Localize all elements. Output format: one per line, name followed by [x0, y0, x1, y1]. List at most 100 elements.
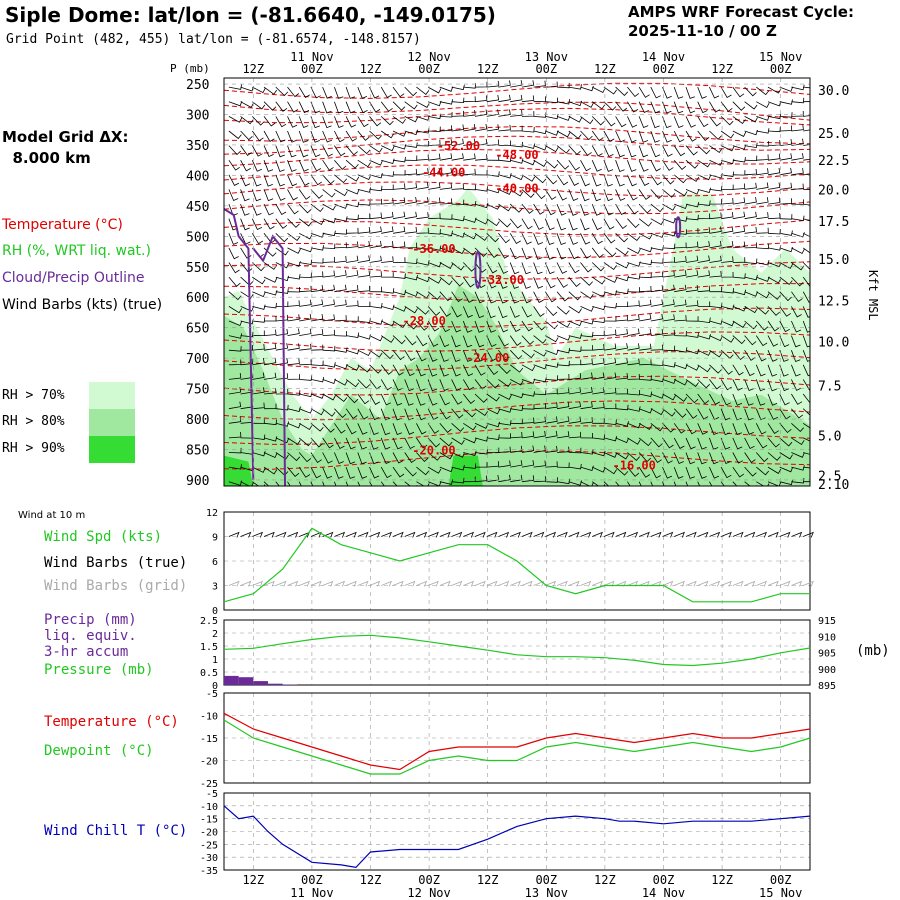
wind-barb-grid — [252, 580, 264, 587]
wind-barb — [322, 101, 332, 114]
top-time-tick-8: 12Z — [711, 62, 733, 76]
wind-barb — [498, 320, 509, 333]
wind-barb — [357, 130, 370, 141]
wind-barb — [369, 349, 383, 358]
wind-barb — [662, 378, 676, 384]
wind-barb — [521, 306, 533, 318]
chill-ytick-1: -10 — [200, 802, 218, 813]
wind-barb — [638, 160, 649, 172]
precip-ytick-1: 0.5 — [200, 668, 218, 679]
wind-barb — [744, 320, 758, 330]
wind-barb — [287, 101, 299, 113]
wind-barb — [521, 143, 536, 149]
wind-barb — [474, 138, 488, 146]
wind-barb-true — [381, 531, 392, 538]
temp-contour-5 — [224, 148, 810, 167]
wind-barb — [451, 199, 465, 206]
wind-barb-grid — [685, 580, 697, 587]
top-time-tick-9: 00Z — [770, 62, 792, 76]
wind-barb — [404, 437, 415, 450]
wind-barb — [650, 245, 664, 251]
wind-barb — [627, 406, 641, 412]
wind-barb — [803, 189, 810, 190]
wind-barb — [744, 393, 754, 406]
pressure-tick-250: 250 — [186, 78, 209, 93]
wind-barb — [791, 153, 804, 161]
wind-barb — [369, 335, 383, 342]
wind-barb — [451, 247, 465, 255]
wind-barb — [381, 288, 395, 294]
wind-barb — [404, 226, 418, 234]
wind-barb — [744, 274, 758, 281]
wind-barb — [392, 466, 405, 478]
wind-barb-true — [662, 531, 674, 538]
wind-barb — [334, 256, 347, 263]
wind-barb — [744, 129, 758, 136]
wind-barb — [462, 291, 474, 303]
wind-barb — [287, 160, 297, 172]
wind-barb — [287, 274, 301, 280]
wind-barb-true — [791, 531, 803, 538]
wind-barb — [474, 379, 487, 390]
wind-barb — [498, 393, 512, 400]
wind-barb — [591, 247, 604, 258]
wind-barb — [767, 364, 778, 377]
wind-barb — [802, 262, 810, 271]
wind-barb — [791, 124, 804, 132]
legend-rh90-swatch — [89, 436, 135, 463]
wind-barb — [545, 335, 559, 343]
wind-barb-true — [345, 531, 357, 538]
wind-barb — [334, 229, 348, 235]
wind-barb — [310, 285, 324, 293]
wind-barb — [357, 101, 368, 114]
wind-barb — [674, 299, 687, 307]
wind-barb — [592, 344, 605, 351]
wind-barb — [299, 272, 312, 279]
bottom-day-label-3: 14 Nov — [642, 886, 685, 900]
wind-barb — [345, 189, 360, 195]
wind-barb — [416, 260, 430, 266]
wind-barb — [427, 364, 438, 377]
wind-barb — [709, 452, 719, 465]
wind-barb — [263, 218, 275, 230]
wind-barb — [451, 408, 464, 419]
wind-barb — [486, 335, 497, 348]
wind-barb — [263, 452, 278, 459]
wind-barb — [627, 145, 637, 158]
wind-barb — [697, 227, 711, 234]
wind-barb — [556, 431, 570, 439]
wind-barb — [720, 393, 731, 406]
chill-ytick-2: -15 — [200, 815, 218, 826]
wind-barb — [380, 437, 391, 450]
height-tick-3: 20.0 — [818, 183, 849, 198]
wind-barb — [603, 276, 618, 283]
wind-barb — [381, 320, 395, 327]
wind-barb — [568, 463, 582, 470]
wind-barb — [322, 345, 336, 352]
wind-barb — [615, 160, 625, 173]
wind-barb — [662, 466, 673, 479]
wind-barb — [685, 481, 689, 486]
wind-barb — [603, 203, 614, 216]
wind-barb — [615, 357, 628, 366]
top-time-tick-0: 12Z — [242, 62, 264, 76]
wind-barb — [439, 276, 453, 286]
wind-barb — [685, 452, 696, 465]
wind-barb — [427, 86, 442, 94]
wind-barb — [544, 291, 557, 303]
wind-barb — [369, 379, 382, 390]
wind-barb — [627, 314, 640, 322]
wind-barb — [298, 481, 302, 486]
wind-barb — [521, 95, 535, 103]
wind-barb — [439, 262, 454, 269]
wind-barb — [533, 203, 545, 215]
wind-barb — [346, 300, 359, 307]
wind-barb — [392, 393, 403, 406]
wind-barb — [756, 306, 770, 315]
wind-barb — [428, 213, 441, 220]
wind-barb — [252, 372, 265, 380]
wind-barb — [603, 130, 615, 142]
wind-barb — [638, 203, 652, 214]
wind-frame — [223, 511, 811, 611]
wind-barb — [439, 247, 454, 253]
